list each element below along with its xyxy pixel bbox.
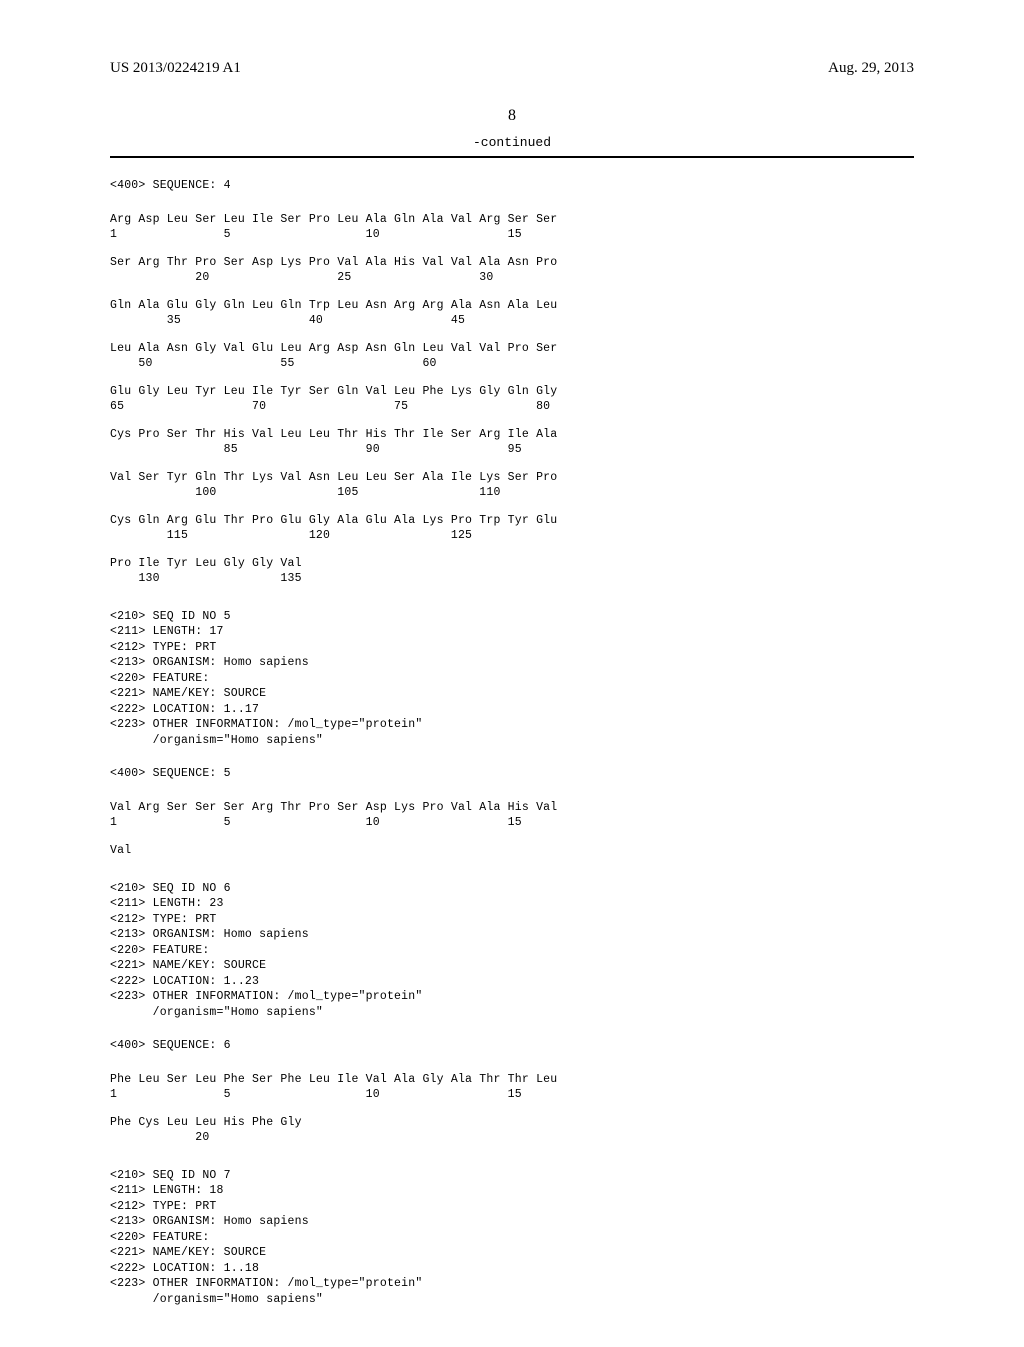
seq5-row-aa: Val Arg Ser Ser Ser Arg Thr Pro Ser Asp … <box>110 800 914 816</box>
seq7-meta: <220> FEATURE: <box>110 1230 914 1246</box>
seq4-row-num: 20 25 30 <box>110 270 914 286</box>
seq5-meta: <221> NAME/KEY: SOURCE <box>110 686 914 702</box>
doc-date: Aug. 29, 2013 <box>828 60 914 77</box>
continued-label: -continued <box>110 135 914 150</box>
seq6-meta: <220> FEATURE: <box>110 943 914 959</box>
seq4-row-num: 50 55 60 <box>110 356 914 372</box>
seq4-row-aa: Gln Ala Glu Gly Gln Leu Gln Trp Leu Asn … <box>110 298 914 314</box>
page-header: US 2013/0224219 A1 Aug. 29, 2013 <box>110 60 914 77</box>
seq5-meta: <213> ORGANISM: Homo sapiens <box>110 655 914 671</box>
doc-number: US 2013/0224219 A1 <box>110 60 241 77</box>
seq5-meta: /organism="Homo sapiens" <box>110 733 914 749</box>
seq5-tag: <400> SEQUENCE: 5 <box>110 766 914 782</box>
seq7-meta: <210> SEQ ID NO 7 <box>110 1168 914 1184</box>
seq5-tail: Val <box>110 843 914 859</box>
seq7-meta: <212> TYPE: PRT <box>110 1199 914 1215</box>
seq4-row-aa: Leu Ala Asn Gly Val Glu Leu Arg Asp Asn … <box>110 341 914 357</box>
seq6-tag: <400> SEQUENCE: 6 <box>110 1038 914 1054</box>
seq6-meta: <222> LOCATION: 1..23 <box>110 974 914 990</box>
seq5-meta: <220> FEATURE: <box>110 671 914 687</box>
seq4-row-aa: Val Ser Tyr Gln Thr Lys Val Asn Leu Leu … <box>110 470 914 486</box>
seq6-meta: <212> TYPE: PRT <box>110 912 914 928</box>
seq4-row-num: 65 70 75 80 <box>110 399 914 415</box>
seq5-meta: <211> LENGTH: 17 <box>110 624 914 640</box>
seq6-meta: <210> SEQ ID NO 6 <box>110 881 914 897</box>
seq6-row-num: 1 5 10 15 <box>110 1087 914 1103</box>
seq4-row-aa: Ser Arg Thr Pro Ser Asp Lys Pro Val Ala … <box>110 255 914 271</box>
seq7-meta: <211> LENGTH: 18 <box>110 1183 914 1199</box>
seq4-row-num: 85 90 95 <box>110 442 914 458</box>
seq4-row-aa: Cys Gln Arg Glu Thr Pro Glu Gly Ala Glu … <box>110 513 914 529</box>
seq5-meta: <222> LOCATION: 1..17 <box>110 702 914 718</box>
seq6-meta: <213> ORGANISM: Homo sapiens <box>110 927 914 943</box>
seq7-meta: <213> ORGANISM: Homo sapiens <box>110 1214 914 1230</box>
seq4-row-aa: Arg Asp Leu Ser Leu Ile Ser Pro Leu Ala … <box>110 212 914 228</box>
seq6-meta: <211> LENGTH: 23 <box>110 896 914 912</box>
seq6-meta: <223> OTHER INFORMATION: /mol_type="prot… <box>110 989 914 1005</box>
seq5-meta: <212> TYPE: PRT <box>110 640 914 656</box>
seq4-row-aa: Pro Ile Tyr Leu Gly Gly Val <box>110 556 914 572</box>
seq6-row-num: 20 <box>110 1130 914 1146</box>
seq4-tag: <400> SEQUENCE: 4 <box>110 178 914 194</box>
seq6-meta: <221> NAME/KEY: SOURCE <box>110 958 914 974</box>
seq5-meta: <223> OTHER INFORMATION: /mol_type="prot… <box>110 717 914 733</box>
page: US 2013/0224219 A1 Aug. 29, 2013 8 -cont… <box>0 0 1024 1347</box>
seq7-meta: <221> NAME/KEY: SOURCE <box>110 1245 914 1261</box>
divider <box>110 156 914 158</box>
seq5-row-num: 1 5 10 15 <box>110 815 914 831</box>
page-number: 8 <box>110 107 914 125</box>
seq4-row-num: 115 120 125 <box>110 528 914 544</box>
seq5-meta: <210> SEQ ID NO 5 <box>110 609 914 625</box>
seq7-meta: <222> LOCATION: 1..18 <box>110 1261 914 1277</box>
seq4-row-aa: Glu Gly Leu Tyr Leu Ile Tyr Ser Gln Val … <box>110 384 914 400</box>
seq6-row-aa: Phe Leu Ser Leu Phe Ser Phe Leu Ile Val … <box>110 1072 914 1088</box>
seq7-meta: <223> OTHER INFORMATION: /mol_type="prot… <box>110 1276 914 1292</box>
seq4-row-num: 1 5 10 15 <box>110 227 914 243</box>
seq4-row-num: 130 135 <box>110 571 914 587</box>
seq4-row-num: 100 105 110 <box>110 485 914 501</box>
seq6-row-aa: Phe Cys Leu Leu His Phe Gly <box>110 1115 914 1131</box>
seq4-row-aa: Cys Pro Ser Thr His Val Leu Leu Thr His … <box>110 427 914 443</box>
seq4-row-num: 35 40 45 <box>110 313 914 329</box>
seq6-meta: /organism="Homo sapiens" <box>110 1005 914 1021</box>
seq7-meta: /organism="Homo sapiens" <box>110 1292 914 1308</box>
